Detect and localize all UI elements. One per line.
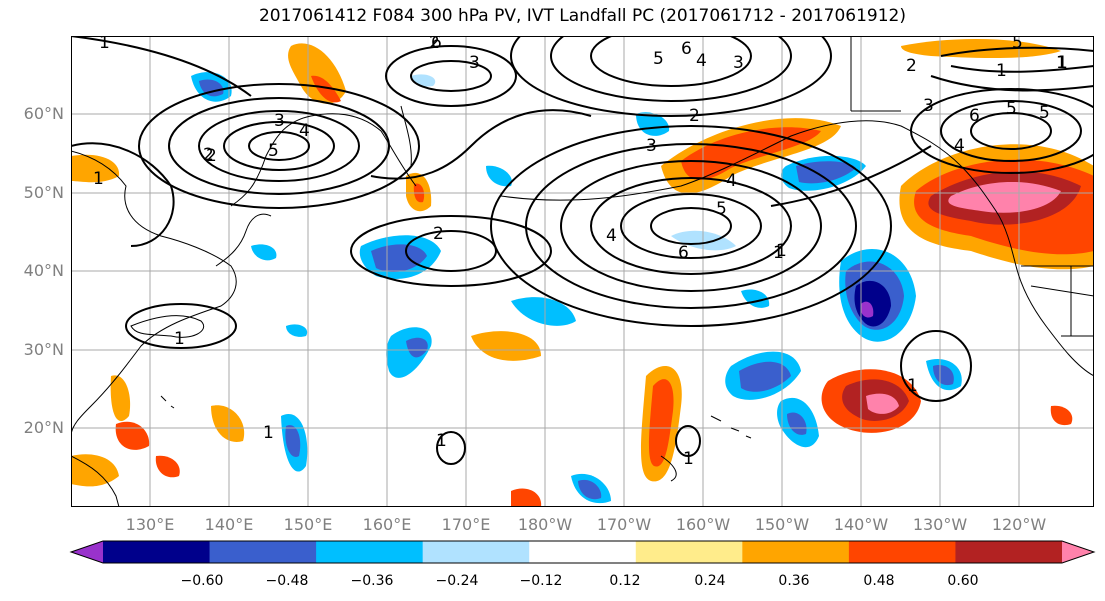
- lon-label: 140°W: [833, 515, 889, 534]
- contour-label: 1: [436, 431, 447, 451]
- contour-label: 6: [678, 243, 689, 263]
- lat-label: 40°N: [23, 261, 64, 280]
- lon-label: 150°W: [754, 515, 810, 534]
- colorbar-segment: [635, 541, 743, 563]
- contour-label: 5: [653, 49, 664, 69]
- colorbar-segment: [742, 541, 850, 563]
- contour-label: 1: [263, 423, 274, 443]
- lon-label: 120°W: [991, 515, 1047, 534]
- contour-label: 6: [681, 39, 692, 59]
- colorbar-tick-label: −0.60: [180, 573, 224, 589]
- colorbar-tick-label: 0.12: [609, 573, 641, 589]
- lat-label: 20°N: [23, 418, 64, 437]
- lat-label: 60°N: [23, 104, 64, 123]
- contour-label: 2: [206, 146, 217, 166]
- lon-label: 180°W: [517, 515, 573, 534]
- lon-label: 170°E: [441, 515, 491, 534]
- colorbar-segment: [103, 541, 211, 563]
- contour-label: 5: [1006, 99, 1017, 119]
- colorbar-tick-label: −0.48: [265, 573, 309, 589]
- lon-label: 170°W: [596, 515, 652, 534]
- contour-label: 1: [99, 36, 110, 53]
- contour-label: 1: [174, 329, 185, 349]
- contour-label: 5: [716, 199, 727, 219]
- contour-label: 3: [923, 96, 934, 116]
- contour-label: 1: [683, 449, 694, 469]
- lat-label: 50°N: [23, 183, 64, 202]
- colorbar-tick-label: 0.60: [947, 573, 979, 589]
- contour-label: 5: [268, 141, 279, 161]
- contour-label: 3: [733, 53, 744, 73]
- map-frame: [71, 36, 1094, 507]
- colorbar-extend-min: [71, 541, 103, 563]
- colorbar-tick-label: −0.36: [350, 573, 394, 589]
- pv-contours: [71, 36, 1094, 465]
- contour-label: 2: [203, 145, 214, 165]
- contour-label: 1: [776, 241, 787, 261]
- contour-label: 2: [433, 224, 444, 244]
- contour-label: 4: [726, 171, 737, 191]
- contour-label: 3: [469, 53, 480, 73]
- contour-label: 1: [907, 376, 918, 396]
- lon-label: 160°W: [675, 515, 731, 534]
- lon-label: 130°E: [125, 515, 175, 534]
- colorbar-segment: [316, 541, 424, 563]
- contour-label: 4: [696, 51, 707, 71]
- contour-label: 1: [996, 61, 1007, 81]
- colorbar-outline: [69, 540, 1096, 564]
- colorbar-tick-label: 0.48: [863, 573, 895, 589]
- lon-label: 130°W: [912, 515, 968, 534]
- lat-label: 30°N: [23, 340, 64, 359]
- coastlines: [71, 36, 1094, 507]
- lon-label: 160°E: [362, 515, 412, 534]
- contour-label: 5: [1012, 36, 1023, 53]
- colorbar-segment: [529, 541, 637, 563]
- lon-label: 140°E: [204, 515, 254, 534]
- map-title: 2017061412 F084 300 hPa PV, IVT Landfall…: [258, 6, 906, 26]
- contour-label: 2: [689, 106, 700, 126]
- contour-label: 6: [969, 106, 980, 126]
- contour-label: 6: [431, 36, 442, 53]
- contour-label: 4: [299, 121, 310, 141]
- contour-label: 2: [429, 36, 440, 53]
- contour-label: 1: [1057, 53, 1068, 73]
- contour-label: 2: [906, 56, 917, 76]
- contour-label: 1: [1056, 53, 1067, 73]
- contour-label: 1: [773, 243, 784, 263]
- colorbar-segment: [422, 541, 530, 563]
- pv-anomaly-shading: [71, 39, 1094, 507]
- contour-label: 5: [1039, 103, 1050, 123]
- colorbar: [69, 540, 1096, 564]
- contour-label: 4: [954, 136, 965, 156]
- map-panel: 1 2 3 4 5 6 6 5 4 3 2 1 2 5 3 4 5 6 1 2 …: [71, 36, 1094, 507]
- contour-label: 3: [274, 111, 285, 131]
- contour-labels: 1 2 3 4 5 6 6 5 4 3 2 1 2 5 3 4 5 6 1 2 …: [93, 36, 1068, 469]
- colorbar-tick-label: 0.24: [694, 573, 726, 589]
- colorbar-tick-label: −0.12: [519, 573, 563, 589]
- colorbar-tick-label: −0.24: [435, 573, 479, 589]
- colorbar-extend-max: [1062, 541, 1094, 563]
- colorbar-segment: [209, 541, 317, 563]
- colorbar-segment: [848, 541, 956, 563]
- contour-label: 3: [646, 136, 657, 156]
- contour-label: 4: [606, 226, 617, 246]
- lon-label: 150°E: [283, 515, 333, 534]
- colorbar-tick-label: 0.36: [778, 573, 810, 589]
- contour-label: 1: [93, 169, 104, 189]
- colorbar-segment: [955, 541, 1063, 563]
